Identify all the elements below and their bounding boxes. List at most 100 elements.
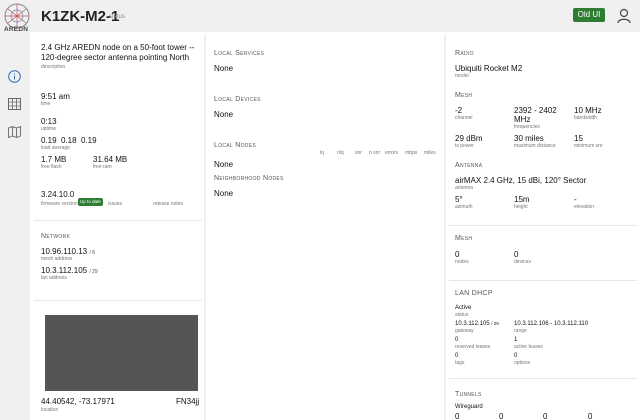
col-nlq: nlq [337, 150, 344, 156]
user-icon[interactable] [617, 8, 631, 24]
info-icon[interactable] [7, 69, 22, 84]
divider [34, 220, 202, 221]
free-ram-value: 31.64 MB [93, 155, 128, 164]
channel-value: -2 [455, 106, 463, 115]
node-status-label: status [109, 14, 126, 20]
divider [449, 378, 637, 379]
uptime-value: 0:13 [41, 117, 57, 126]
neighborhood-nodes-value: None [214, 189, 234, 198]
dhcp-status-value: Active [455, 305, 472, 311]
node-description: 2.4 GHz AREDN node on a 50-foot tower --… [41, 43, 195, 62]
azimuth-label: azimuth [455, 204, 473, 210]
mesh-cidr: / 8 [89, 250, 95, 256]
free-flash-label: free flash [41, 164, 62, 170]
nodes-label: nodes [455, 259, 469, 265]
bandwidth-label: bandwidth [574, 115, 597, 121]
wireguard-label: Wireguard [455, 404, 483, 410]
load-label: load average [41, 145, 70, 151]
nodes-count: 0 [455, 250, 460, 259]
mesh-counts-title: Mesh [455, 235, 473, 242]
active-leases-value: 1 [514, 337, 518, 343]
height-label: height [514, 204, 528, 210]
dhcp-range-value: 10.3.112.106 - 10.3.112.110 [514, 321, 589, 327]
lan-address-label: lan address [41, 275, 67, 281]
frequency-label: frequencies [514, 124, 540, 130]
radio-model: Ubiquiti Rocket M2 [455, 64, 523, 73]
grid-square: FN34jj [176, 397, 200, 406]
col-miles: miles [424, 150, 436, 156]
dhcp-gateway-value: 10.3.112.105 / 29 [455, 321, 499, 327]
side-rail [0, 32, 30, 420]
aredn-logo[interactable] [2, 3, 32, 33]
mesh-address-value: 10.96.110.13 / 8 [41, 247, 95, 256]
local-services-value: None [214, 64, 234, 73]
azimuth-value: 5° [455, 195, 463, 204]
column-gap [444, 34, 446, 420]
antenna-label: antenna [455, 185, 474, 191]
tags-value: 0 [455, 353, 459, 359]
load-1min: 0.19 [41, 136, 57, 145]
reserved-leases-label: reserved leases [455, 344, 491, 350]
frequency-line2: MHz [514, 115, 531, 124]
frequency-line1: 2392 - 2402 [514, 106, 557, 115]
max-distance-label: maximum distance [514, 143, 556, 149]
divider [34, 300, 202, 301]
tunnel-value: 0 [588, 412, 593, 420]
firmware-status-badge: Up to date [78, 190, 103, 208]
location-map[interactable] [45, 315, 198, 391]
gateway-cidr: / 29 [491, 321, 499, 326]
radio-section-title: Radio [455, 50, 474, 57]
location-label: location [41, 407, 59, 413]
col-snr: snr [355, 150, 362, 156]
active-leases-label: active leases [514, 344, 543, 350]
local-devices-title: Local Devices [214, 96, 261, 103]
options-value: 0 [514, 353, 518, 359]
description-label: description [41, 64, 66, 70]
free-flash-value: 1.7 MB [41, 155, 67, 164]
load-15min: 0.19 [81, 136, 97, 145]
map-icon[interactable] [7, 124, 22, 139]
max-distance-value: 30 miles [514, 134, 544, 143]
height-value: 15m [514, 195, 530, 204]
antenna-name: airMAX 2.4 GHz, 15 dBi, 120° Sector [455, 176, 587, 185]
elevation-value: - [574, 195, 577, 204]
tunnel-value: 0 [499, 412, 504, 420]
divider [449, 280, 637, 281]
mesh-radio-title: Mesh [455, 92, 473, 99]
column-gap [204, 34, 206, 420]
time-label: time [41, 101, 51, 107]
lan-ip: 10.3.112.105 [41, 266, 88, 275]
logo-text: AREDN [4, 26, 29, 33]
network-section-title: Network [41, 233, 71, 240]
col-lq: lq [320, 150, 324, 156]
tx-power-label: tx power [455, 143, 474, 149]
mesh-address-label: mesh address [41, 256, 73, 262]
services-panel [206, 34, 444, 420]
col-errors: errors [385, 150, 399, 156]
options-label: options [514, 360, 531, 366]
grid-icon[interactable] [7, 96, 22, 111]
reserved-leases-value: 0 [455, 337, 459, 343]
min-snr-value: 15 [574, 134, 583, 143]
devices-label: devices [514, 259, 531, 265]
radio-panel [446, 34, 640, 420]
divider [449, 225, 637, 226]
release-notes-link[interactable]: release notes [153, 201, 184, 207]
col-n-snr: n snr [369, 150, 381, 156]
col-mbps: mbps [405, 150, 418, 156]
dhcp-status-label: status [455, 312, 469, 318]
issues-link[interactable]: issues [108, 201, 123, 207]
firmware-version: 3.24.10.0 [41, 190, 75, 199]
elevation-label: elevation [574, 204, 595, 210]
up-to-date-badge: Up to date [78, 198, 103, 206]
lan-cidr: / 29 [89, 269, 98, 275]
neighborhood-nodes-title: Neighborhood Nodes [214, 175, 284, 182]
radio-model-label: model [455, 73, 469, 79]
tunnel-value: 0 [543, 412, 548, 420]
channel-label: channel [455, 115, 473, 121]
old-ui-button[interactable]: Old UI [573, 8, 605, 22]
tags-label: tags [455, 360, 465, 366]
dhcp-gateway-label: gateway [455, 328, 474, 334]
lan-dhcp-title: LAN DHCP [455, 290, 493, 297]
tunnel-value: 0 [455, 412, 460, 420]
